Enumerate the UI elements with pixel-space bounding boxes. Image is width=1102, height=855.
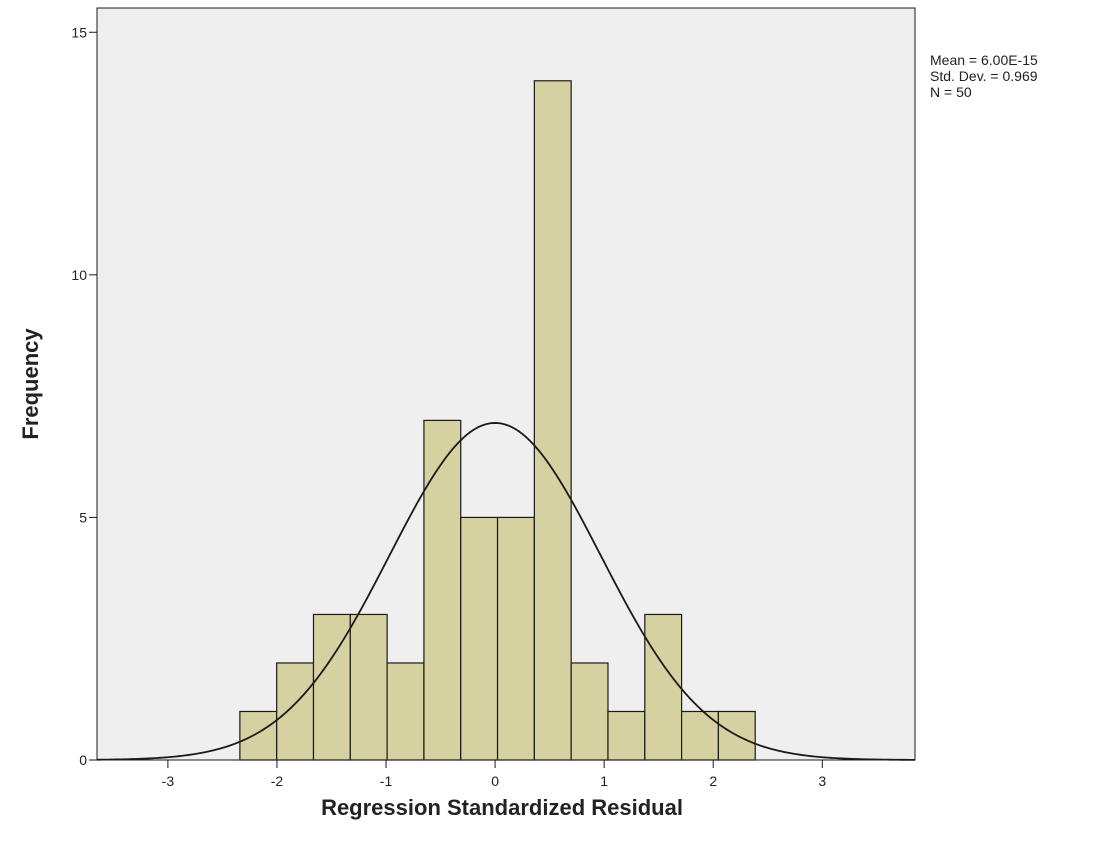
histogram-bar [607, 710, 646, 761]
y-tick-label: 10 [71, 267, 87, 283]
stats-box: Mean = 6.00E-15 Std. Dev. = 0.969 N = 50 [930, 52, 1038, 100]
histogram-bar [386, 662, 425, 761]
y-axis-title: Frequency [18, 328, 43, 440]
x-tick-label: -3 [162, 773, 175, 789]
histogram-bar [349, 613, 388, 761]
histogram-bar [496, 516, 535, 761]
x-tick-label: 0 [491, 773, 499, 789]
y-tick-label: 15 [71, 24, 87, 40]
histogram-bar [423, 419, 462, 761]
histogram-bar [717, 710, 756, 761]
stat-mean: Mean = 6.00E-15 [930, 52, 1038, 68]
histogram-bar [644, 613, 683, 761]
histogram-bar [239, 710, 278, 761]
y-tick-label: 5 [79, 509, 87, 525]
stat-std-dev: Std. Dev. = 0.969 [930, 68, 1038, 84]
x-tick-label: -2 [271, 773, 284, 789]
x-tick-label: -1 [380, 773, 393, 789]
x-tick-label: 3 [818, 773, 826, 789]
histogram-bar [460, 516, 499, 761]
stat-n: N = 50 [930, 84, 972, 100]
normal-curve [96, 422, 916, 761]
y-tick-label: 0 [79, 752, 87, 768]
bars-group [239, 80, 756, 761]
x-tick-label: 1 [600, 773, 608, 789]
axes-group: 0 5 10 15 -3 -2 -1 0 1 2 3 [71, 24, 826, 789]
x-axis-title: Regression Standardized Residual [321, 795, 683, 820]
histogram-bar [570, 662, 609, 761]
x-tick-label: 2 [709, 773, 717, 789]
histogram-bar [276, 662, 315, 761]
histogram-bar [533, 80, 572, 761]
